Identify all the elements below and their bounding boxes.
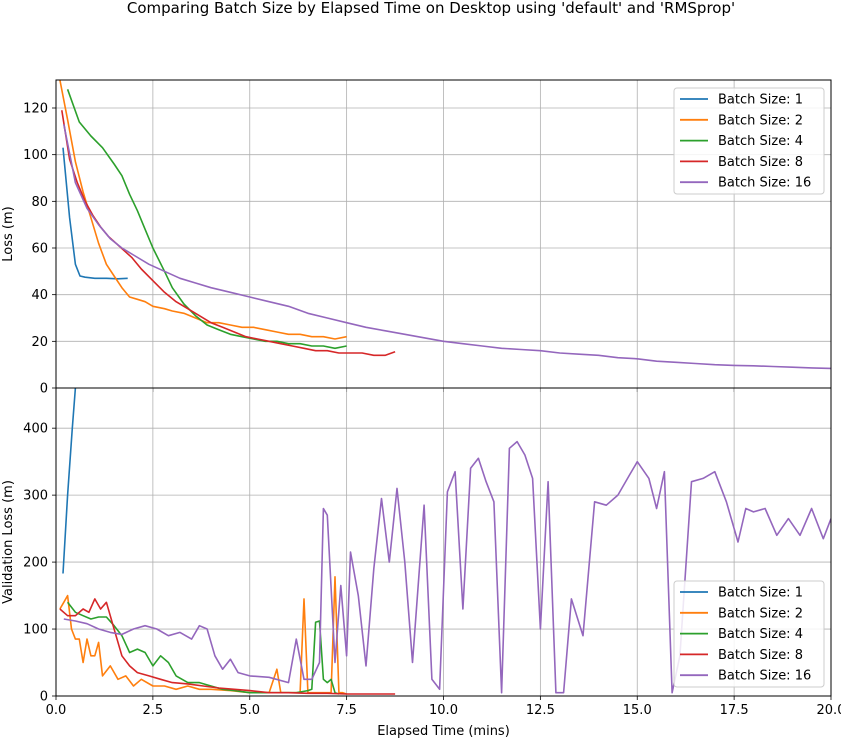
legend-label: Batch Size: 16	[718, 669, 811, 684]
x-axis-label: Elapsed Time (mins)	[377, 724, 510, 739]
x-tick-label: 7.5	[336, 703, 357, 718]
y-axis-label: Loss (m)	[1, 206, 16, 261]
x-tick-label: 15.0	[623, 703, 652, 718]
series-line-top-1	[62, 147, 128, 280]
y-tick-label: 100	[23, 623, 48, 638]
y-tick-label: 60	[31, 242, 48, 257]
legend-box	[673, 580, 825, 688]
y-tick-label: 0	[40, 382, 48, 397]
legend-label: Batch Size: 8	[718, 648, 803, 663]
legend-label: Batch Size: 4	[718, 134, 803, 149]
series-line-top-2	[59, 80, 347, 340]
series-line-bottom-3	[66, 601, 340, 695]
legend-label: Batch Size: 8	[718, 155, 803, 170]
x-tick-label: 2.5	[143, 703, 164, 718]
legend-label: Batch Size: 1	[718, 93, 803, 108]
y-tick-label: 0	[40, 690, 48, 705]
y-tick-label: 300	[23, 489, 48, 504]
legend-label: Batch Size: 1	[718, 586, 803, 601]
legend-label: Batch Size: 2	[718, 606, 803, 621]
y-tick-label: 200	[23, 556, 48, 571]
series-line-top-5	[63, 124, 831, 370]
legend-box	[673, 87, 825, 195]
x-tick-label: 17.5	[720, 703, 749, 718]
y-tick-label: 40	[31, 288, 48, 303]
chart-title: Comparing Batch Size by Elapsed Time on …	[127, 0, 735, 17]
y-tick-label: 100	[23, 148, 48, 163]
y-tick-label: 80	[31, 195, 48, 210]
x-tick-label: 5.0	[239, 703, 260, 718]
x-tick-label: 12.5	[526, 703, 555, 718]
series-line-bottom-4	[59, 598, 396, 695]
x-tick-label: 0.0	[46, 703, 67, 718]
y-axis-label: Validation Loss (m)	[1, 480, 16, 604]
legend-label: Batch Size: 16	[718, 176, 811, 191]
x-tick-label: 20.0	[817, 703, 841, 718]
series-line-top-4	[61, 110, 396, 357]
legend-top: Batch Size: 1 Batch Size: 2 Batch Size: 4 B…	[673, 87, 825, 195]
y-tick-label: 20	[31, 335, 48, 350]
y-tick-label: 400	[23, 422, 48, 437]
series-group-top	[59, 80, 831, 370]
legend-bottom: Batch Size: 1 Batch Size: 2 Batch Size: 4 B…	[673, 580, 825, 688]
series-line-bottom-1	[62, 388, 77, 574]
y-tick-label: 120	[23, 102, 48, 117]
legend-label: Batch Size: 2	[718, 113, 803, 128]
x-tick-label: 10.0	[429, 703, 458, 718]
panel-bottom: 0 100 200 300 400 0.0 2.5 5.0 7.5 10.0 12.5 15.0 17.…	[1, 387, 841, 739]
legend-label: Batch Size: 4	[718, 627, 803, 642]
series-line-top-3	[66, 89, 347, 350]
